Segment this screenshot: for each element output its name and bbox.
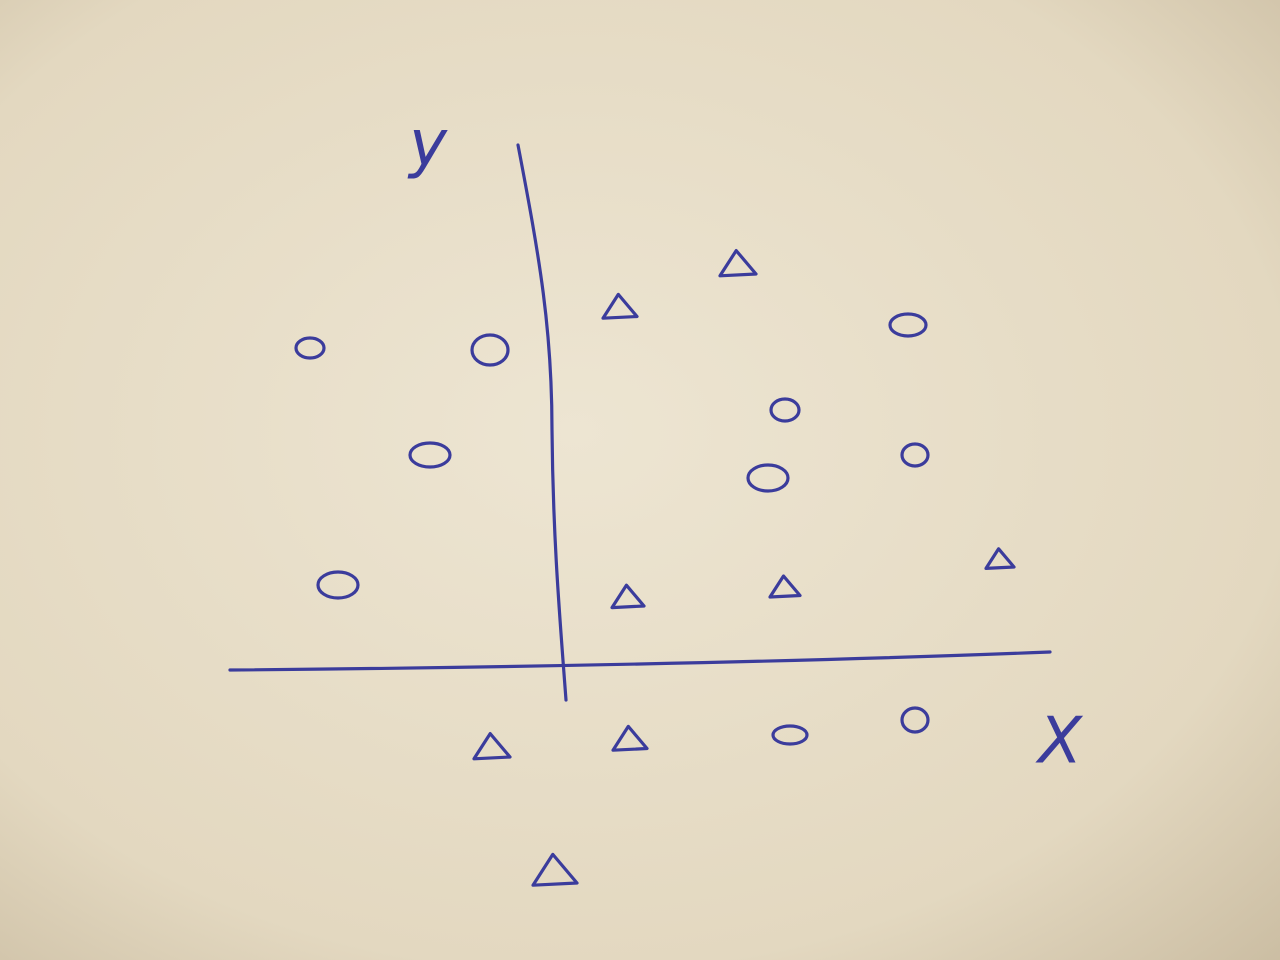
circle-mark xyxy=(771,724,809,746)
circle-mark xyxy=(316,570,360,600)
triangle-mark xyxy=(531,852,579,887)
circle-mark xyxy=(900,442,930,468)
circle-mark xyxy=(888,312,928,338)
y-axis-label: y xyxy=(407,108,448,182)
circle-mark xyxy=(769,397,801,423)
circle-mark xyxy=(900,706,930,734)
circle-mark xyxy=(470,333,510,367)
circle-mark xyxy=(294,336,326,360)
x-axis xyxy=(228,650,1052,672)
triangle-mark xyxy=(472,732,512,761)
triangle-mark xyxy=(610,583,646,610)
triangle-mark xyxy=(601,292,639,320)
triangle-mark xyxy=(611,724,649,752)
triangle-mark xyxy=(768,574,802,599)
circle-mark xyxy=(408,441,452,469)
sketch-marks xyxy=(294,249,1016,887)
x-axis-label: X xyxy=(1035,705,1083,779)
y-axis xyxy=(516,143,568,702)
circle-mark xyxy=(746,463,790,493)
triangle-mark xyxy=(718,249,758,278)
triangle-mark xyxy=(984,547,1016,570)
